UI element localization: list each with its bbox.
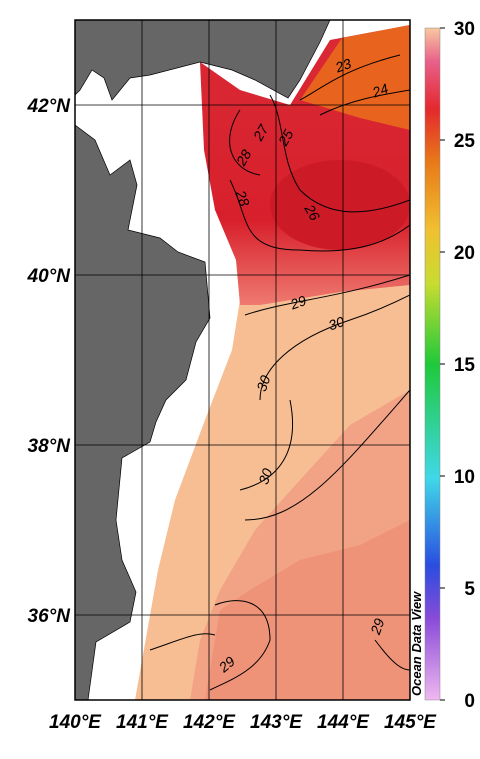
contour-label: 28	[232, 147, 254, 170]
contour-label: 29	[367, 616, 388, 637]
dynamic-layer: 42°N 40°N 38°N 36°N 140°E 141°E 142°E 143°E 144°…	[27, 19, 476, 733]
watermark: Ocean Data View	[409, 591, 424, 696]
colorbar-tick-label: 20	[454, 243, 475, 264]
colorbar-tick-label: 5	[464, 579, 475, 600]
lon-tick-label: 143°E	[250, 712, 303, 733]
lon-tick-label: 141°E	[116, 712, 169, 733]
contour-label: 30	[326, 313, 346, 333]
lat-tick-label: 38°N	[28, 436, 72, 457]
lon-tick-label: 140°E	[49, 712, 102, 733]
contour-label: 25	[274, 127, 296, 150]
contour-label: 30	[253, 373, 273, 393]
contour-label: 24	[369, 80, 390, 101]
colorbar-tick-label: 15	[454, 355, 476, 376]
lon-tick-label: 142°E	[183, 712, 236, 733]
lon-tick-label: 145°E	[384, 712, 437, 733]
colorbar-tick-label: 25	[454, 131, 476, 152]
colorbar-tick-label: 0	[464, 691, 475, 712]
lat-tick-label: 40°N	[27, 266, 72, 287]
lat-tick-label: 42°N	[27, 96, 72, 117]
contour-label: 30	[255, 466, 275, 486]
contour-label: 29	[287, 292, 308, 313]
contour-label: 23	[332, 55, 353, 76]
contour-label: 26	[301, 201, 323, 224]
colorbar-tick-label: 10	[454, 467, 475, 488]
colorbar-tick-label: 30	[454, 19, 475, 40]
lon-tick-label: 144°E	[317, 712, 370, 733]
map-area	[75, 20, 410, 700]
colorbar	[424, 27, 441, 701]
contour-label: 28	[232, 187, 253, 208]
lat-tick-label: 36°N	[28, 606, 72, 627]
